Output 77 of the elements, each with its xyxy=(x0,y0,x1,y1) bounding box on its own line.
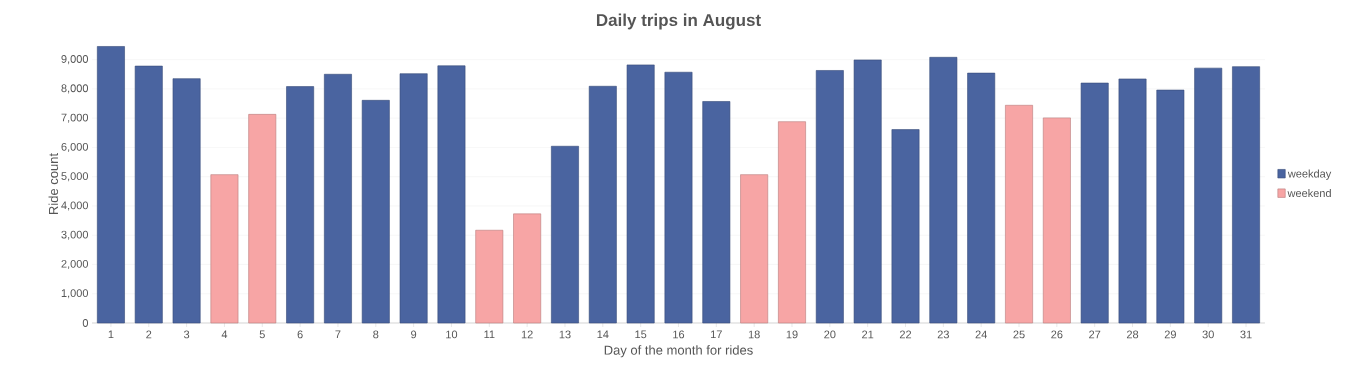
x-tick-label: 3 xyxy=(183,330,190,339)
x-tick-label: 17 xyxy=(711,330,722,339)
x-tick-label: 8 xyxy=(373,330,379,339)
bar xyxy=(740,174,769,324)
x-tick-label: 27 xyxy=(1089,330,1101,339)
bar xyxy=(475,229,504,324)
bar xyxy=(588,85,617,324)
y-tick-label: 6,000 xyxy=(61,142,89,152)
x-tick-label: 12 xyxy=(521,330,533,339)
x-tick-label: 21 xyxy=(862,330,874,339)
x-tick-label: 30 xyxy=(1202,330,1214,339)
bar xyxy=(399,73,428,324)
x-tick-label: 22 xyxy=(899,330,912,339)
bar xyxy=(513,213,542,324)
x-tick-label: 14 xyxy=(597,330,609,339)
y-tick-label: 9,000 xyxy=(61,55,89,65)
bar xyxy=(1194,67,1223,324)
x-tick-label: 19 xyxy=(786,330,798,339)
bar xyxy=(929,57,958,324)
y-tick-label: 4,000 xyxy=(61,201,89,211)
bar xyxy=(702,101,731,324)
bar xyxy=(626,64,655,324)
bar xyxy=(1005,104,1033,324)
x-tick-label: 7 xyxy=(335,330,341,339)
x-tick-label: 24 xyxy=(975,330,987,339)
bar xyxy=(891,129,920,324)
bar xyxy=(172,78,201,324)
bar xyxy=(853,59,882,324)
x-tick-label: 26 xyxy=(1051,330,1063,339)
chart-title: Daily trips in August xyxy=(596,13,761,30)
y-tick-label: 0 xyxy=(82,319,89,327)
bar xyxy=(664,71,693,324)
bar xyxy=(551,145,579,324)
x-tick-label: 28 xyxy=(1126,330,1139,339)
y-tick-label: 7,000 xyxy=(61,113,89,123)
x-tick-label: 15 xyxy=(635,330,647,339)
bar xyxy=(97,46,125,324)
bar xyxy=(1156,89,1185,324)
bar xyxy=(361,100,390,324)
x-tick-label: 1 xyxy=(108,330,114,339)
x-tick-label: 13 xyxy=(559,330,571,339)
bar xyxy=(248,114,277,324)
bar xyxy=(286,86,315,324)
x-tick-label: 23 xyxy=(937,330,949,339)
y-tick-label: 2,000 xyxy=(61,259,89,270)
legend-label: weekday xyxy=(1287,169,1332,180)
x-tick-label: 9 xyxy=(411,330,417,339)
x-tick-label: 29 xyxy=(1164,330,1176,339)
bar xyxy=(1232,66,1260,324)
x-tick-label: 6 xyxy=(297,330,303,339)
x-tick-label: 31 xyxy=(1240,330,1252,339)
bar xyxy=(437,65,466,324)
y-axis-title: Ride count xyxy=(48,153,59,215)
bar xyxy=(134,65,163,324)
x-tick-label: 25 xyxy=(1013,330,1025,339)
bar xyxy=(1118,78,1147,324)
bar xyxy=(778,121,806,324)
bar xyxy=(210,174,239,324)
y-tick-label: 8,000 xyxy=(61,84,89,94)
x-tick-label: 5 xyxy=(259,330,265,339)
y-tick-label: 1,000 xyxy=(61,289,89,299)
x-tick-label: 4 xyxy=(221,330,228,339)
x-axis-title: Day of the month for rides xyxy=(604,345,753,358)
x-tick-label: 16 xyxy=(673,330,685,339)
x-tick-label: 11 xyxy=(484,330,495,339)
y-tick-label: 5,000 xyxy=(61,172,89,182)
bar xyxy=(967,72,996,324)
x-tick-label: 2 xyxy=(146,330,152,339)
legend-label: weekend xyxy=(1287,189,1331,198)
bar xyxy=(1080,82,1109,324)
bar xyxy=(1042,117,1071,324)
bar xyxy=(815,70,844,324)
bar xyxy=(324,73,352,324)
x-tick-label: 18 xyxy=(748,330,760,339)
x-tick-label: 10 xyxy=(446,330,458,339)
y-tick-label: 3,000 xyxy=(61,230,89,240)
x-tick-label: 20 xyxy=(824,330,836,339)
